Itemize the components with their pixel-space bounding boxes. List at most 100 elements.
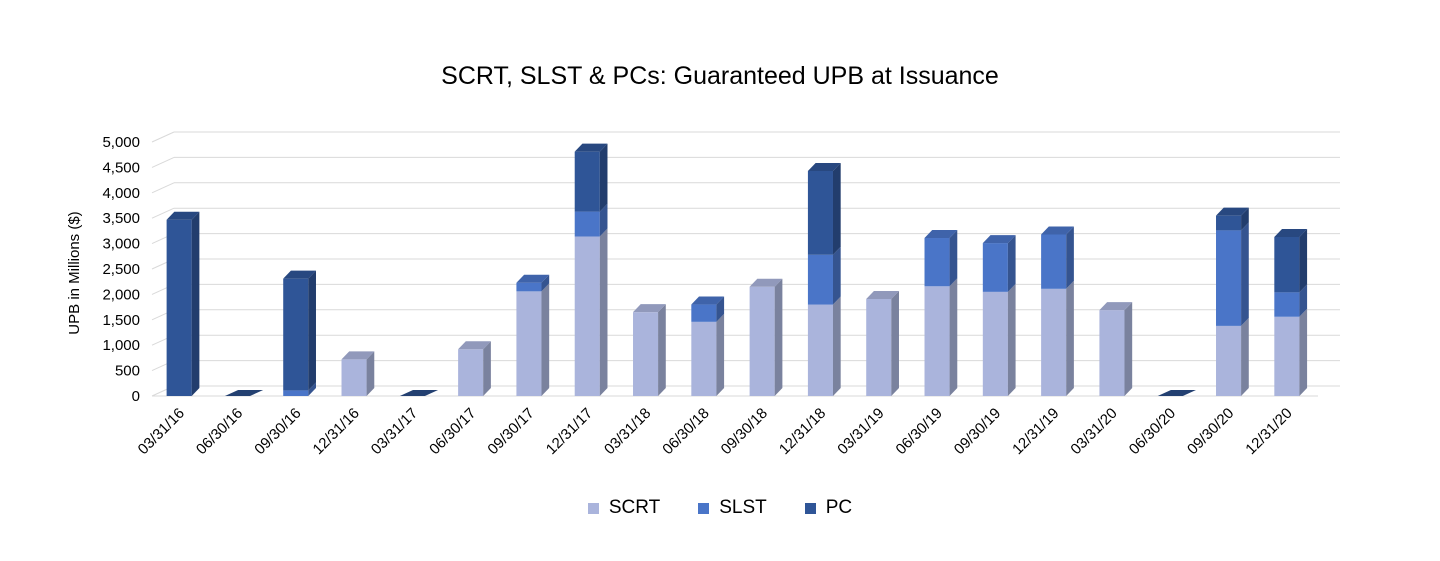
bar-PC-09/30/16 — [283, 278, 309, 391]
bar-top-SCRT-03/31/20 — [1099, 302, 1133, 311]
bar-side-SCRT-06/30/18 — [716, 313, 725, 396]
y-tick-label: 2,500 — [102, 261, 140, 278]
bar-top-SLST-06/30/18 — [691, 296, 725, 305]
bar-side-SLST-09/30/17 — [541, 274, 550, 292]
bar-SLST-06/30/18 — [691, 304, 717, 322]
bar-top-SCRT-06/30/17 — [458, 341, 491, 350]
bar-side-SCRT-12/31/20 — [1299, 308, 1308, 396]
bar-SLST-12/31/17 — [574, 211, 600, 237]
bar-SLST-06/30/19 — [924, 238, 950, 287]
bar-top-SLST-12/31/19 — [1041, 226, 1074, 235]
y-tick-label: 3,000 — [102, 236, 140, 253]
x-tick-label: 12/31/16 — [310, 405, 363, 458]
bar-top-PC-09/30/16 — [283, 270, 316, 279]
bar-top-SLST-06/30/19 — [924, 230, 958, 239]
y-tick-label: 3,500 — [102, 210, 140, 227]
x-tick-label: 03/31/16 — [135, 405, 188, 458]
bar-side-SCRT-06/30/19 — [949, 278, 958, 396]
bar-top-SCRT-03/31/18 — [633, 304, 666, 313]
bar-side-SCRT-03/31/19 — [891, 290, 899, 396]
bar-side-SLST-09/30/19 — [1007, 235, 1016, 292]
bar-top-SLST-09/30/17 — [516, 274, 550, 283]
x-tick-label: 03/31/19 — [834, 405, 887, 458]
bar-PC-12/31/17 — [574, 151, 600, 212]
bar-SCRT-12/31/16 — [341, 359, 367, 396]
x-tick-label: 09/30/18 — [718, 405, 771, 458]
bar-SCRT-12/31/19 — [1041, 288, 1067, 396]
bar-side-PC-09/30/16 — [308, 270, 316, 391]
bar-side-SLST-12/31/17 — [599, 203, 608, 237]
bar-side-SLST-06/30/19 — [949, 230, 958, 287]
legend-item-pc: PC — [804, 497, 852, 519]
bar-side-SLST-09/30/20 — [1241, 222, 1249, 326]
bar-side-PC-03/31/16 — [191, 211, 200, 396]
bar-SCRT-03/31/20 — [1099, 310, 1125, 396]
bar-top-SCRT-03/31/19 — [866, 290, 899, 299]
legend-label: SLST — [719, 497, 767, 518]
bar-cap-06/30/20 — [1157, 390, 1196, 396]
bar-SCRT-03/31/18 — [633, 312, 659, 396]
bar-SCRT-09/30/18 — [749, 286, 775, 396]
gridline-depth — [151, 182, 175, 194]
bar-SLST-09/30/17 — [516, 282, 542, 292]
x-tick-label: 03/31/17 — [368, 405, 421, 458]
bar-side-SLST-12/31/18 — [832, 246, 841, 305]
x-tick-label: 09/30/20 — [1184, 405, 1237, 458]
chart-title: SCRT, SLST & PCs: Guaranteed UPB at Issu… — [441, 62, 999, 90]
bar-SLST-12/31/18 — [807, 254, 833, 305]
x-tick-label: 06/30/16 — [193, 405, 246, 458]
x-tick-label: 09/30/16 — [251, 405, 304, 458]
y-tick-label: 1,500 — [102, 312, 140, 329]
y-axis-label: UPB in Millions ($) — [66, 211, 83, 334]
legend-swatch — [587, 502, 599, 514]
y-tick-label: 4,500 — [102, 159, 140, 176]
bar-SCRT-06/30/17 — [458, 349, 484, 396]
y-tick-label: 4,000 — [102, 185, 140, 202]
bar-side-SLST-12/31/19 — [1066, 226, 1074, 289]
x-tick-label: 09/30/19 — [951, 405, 1004, 458]
x-tick-label: 12/31/18 — [776, 405, 829, 458]
bar-PC-09/30/20 — [1216, 215, 1242, 231]
x-tick-label: 06/30/20 — [1126, 405, 1179, 458]
bar-SLST-09/30/16 — [283, 390, 309, 396]
bar-side-SLST-12/31/20 — [1299, 284, 1308, 317]
legend-label: SCRT — [608, 497, 661, 518]
bar-side-SCRT-09/30/20 — [1241, 317, 1249, 396]
bar-side-SCRT-03/31/18 — [658, 304, 666, 396]
y-tick-label: 5,000 — [102, 134, 140, 151]
bar-top-PC-09/30/20 — [1216, 207, 1249, 216]
x-tick-label: 12/31/19 — [1009, 405, 1062, 458]
bar-side-SCRT-06/30/17 — [483, 341, 491, 396]
bar-SLST-09/30/20 — [1216, 230, 1242, 326]
bar-top-SCRT-12/31/16 — [341, 351, 375, 360]
bar-side-SLST-06/30/18 — [716, 296, 725, 322]
legend-item-slst: SLST — [698, 497, 767, 519]
bar-SLST-12/31/20 — [1274, 292, 1300, 317]
gridline-depth — [151, 131, 175, 143]
legend-swatch — [804, 502, 816, 514]
bar-SCRT-12/31/18 — [807, 304, 833, 396]
bar-side-SCRT-09/30/18 — [774, 278, 783, 396]
legend: SCRT SLST PC — [0, 497, 1440, 519]
x-tick-label: 12/31/20 — [1242, 405, 1295, 458]
gridline-depth — [151, 156, 175, 168]
y-tick-label: 0 — [132, 388, 140, 405]
bar-side-SCRT-12/31/17 — [599, 228, 608, 396]
bar-top-SCRT-09/30/18 — [749, 278, 783, 287]
x-tick-label: 12/31/17 — [543, 405, 596, 458]
bar-side-PC-12/31/20 — [1299, 228, 1308, 293]
bar-side-SCRT-12/31/18 — [832, 296, 841, 396]
bar-side-SCRT-09/30/17 — [541, 283, 550, 396]
bar-cap-03/31/17 — [399, 390, 439, 396]
x-tick-label: 09/30/17 — [484, 405, 537, 458]
bar-SCRT-12/31/17 — [574, 236, 600, 396]
bar-SCRT-09/30/20 — [1216, 325, 1242, 396]
bar-top-PC-03/31/16 — [166, 211, 200, 220]
bar-PC-12/31/18 — [807, 170, 833, 255]
bar-side-SLST-09/30/16 — [308, 382, 316, 396]
legend-swatch — [698, 502, 710, 514]
bar-top-PC-12/31/18 — [807, 162, 841, 171]
bar-side-PC-12/31/17 — [599, 143, 608, 212]
